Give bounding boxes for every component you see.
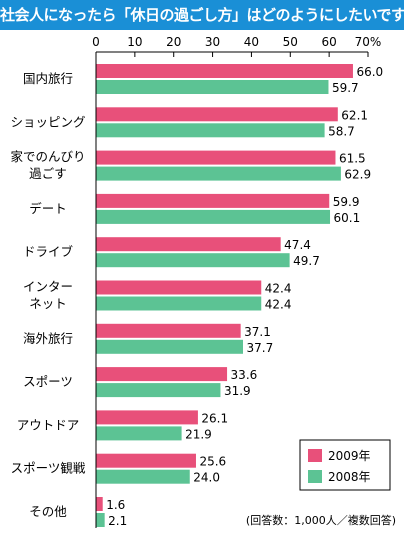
bar-2009 bbox=[96, 410, 198, 425]
bar-2009 bbox=[96, 323, 241, 338]
x-tick-label: 10 bbox=[127, 35, 142, 49]
bar-2008 bbox=[96, 383, 221, 398]
data-label: 26.1 bbox=[201, 411, 228, 425]
category-label: スポーツ bbox=[23, 374, 73, 389]
category-label: ネット bbox=[29, 296, 67, 311]
data-label: 62.1 bbox=[341, 108, 368, 122]
data-label: 47.4 bbox=[284, 238, 311, 252]
data-label: 25.6 bbox=[199, 455, 226, 469]
data-label: 49.7 bbox=[293, 254, 320, 268]
data-label: 42.4 bbox=[265, 298, 292, 312]
category-label: ドライブ bbox=[23, 244, 74, 259]
bar-2009 bbox=[96, 453, 196, 468]
category-label: その他 bbox=[29, 504, 67, 519]
data-label: 37.7 bbox=[246, 341, 273, 355]
legend-swatch bbox=[308, 470, 322, 483]
footnote: (回答数：1,000人／複数回答) bbox=[246, 513, 396, 527]
category-label: 海外旅行 bbox=[23, 331, 73, 346]
legend-label: 2008年 bbox=[328, 470, 371, 484]
bar-2009 bbox=[96, 497, 103, 511]
category-label: ショッピング bbox=[10, 114, 85, 129]
bar-2008 bbox=[96, 426, 182, 441]
bar-2008 bbox=[96, 209, 331, 224]
category-label: インター bbox=[23, 279, 73, 294]
data-label: 58.7 bbox=[328, 124, 355, 138]
bar-2008 bbox=[96, 123, 325, 138]
category-label: スポーツ観戦 bbox=[11, 461, 86, 476]
data-label: 59.9 bbox=[333, 195, 360, 209]
data-label: 24.0 bbox=[193, 471, 220, 485]
bar-2008 bbox=[96, 80, 329, 94]
x-tick-label: 70% bbox=[355, 35, 382, 49]
x-tick-label: 30 bbox=[205, 35, 220, 49]
category-label: 過ごす bbox=[29, 166, 67, 181]
bar-2009 bbox=[96, 107, 338, 122]
data-label: 66.0 bbox=[356, 65, 383, 79]
data-label: 31.9 bbox=[224, 384, 251, 398]
category-label: 国内旅行 bbox=[23, 71, 73, 86]
data-label: 62.9 bbox=[344, 168, 371, 182]
bar-2008 bbox=[96, 166, 341, 181]
x-tick-label: 40 bbox=[244, 35, 259, 49]
data-label: 1.6 bbox=[106, 498, 125, 512]
category-label: デート bbox=[29, 201, 67, 216]
data-label: 37.1 bbox=[244, 325, 271, 339]
x-tick-label: 0 bbox=[92, 35, 100, 49]
data-label: 33.6 bbox=[231, 368, 258, 382]
category-label: アウトドア bbox=[17, 417, 80, 432]
legend-label: 2009年 bbox=[328, 449, 371, 463]
data-label: 2.1 bbox=[108, 514, 127, 528]
bar-2008 bbox=[96, 296, 262, 311]
bar-2009 bbox=[96, 367, 228, 382]
bar-2008 bbox=[96, 339, 243, 354]
bar-2009 bbox=[96, 64, 353, 78]
x-tick-label: 60 bbox=[322, 35, 337, 49]
data-label: 21.9 bbox=[185, 427, 212, 441]
data-label: 61.5 bbox=[339, 152, 366, 166]
data-label: 60.1 bbox=[334, 211, 361, 225]
bar-2009 bbox=[96, 150, 336, 165]
bar-2009 bbox=[96, 280, 262, 295]
bar-2008 bbox=[96, 513, 105, 527]
bar-2008 bbox=[96, 469, 190, 484]
chart-title: 社会人になったら「休日の過ごし方」はどのようにしたいですか? bbox=[0, 0, 404, 30]
bar-2009 bbox=[96, 193, 330, 208]
data-label: 42.4 bbox=[265, 282, 292, 296]
bar-2008 bbox=[96, 253, 290, 268]
x-tick-label: 20 bbox=[166, 35, 181, 49]
category-label: 家でのんびり bbox=[10, 149, 85, 164]
data-label: 59.7 bbox=[332, 81, 359, 95]
legend-swatch bbox=[308, 449, 322, 462]
bar-2009 bbox=[96, 237, 281, 252]
x-tick-label: 50 bbox=[283, 35, 298, 49]
